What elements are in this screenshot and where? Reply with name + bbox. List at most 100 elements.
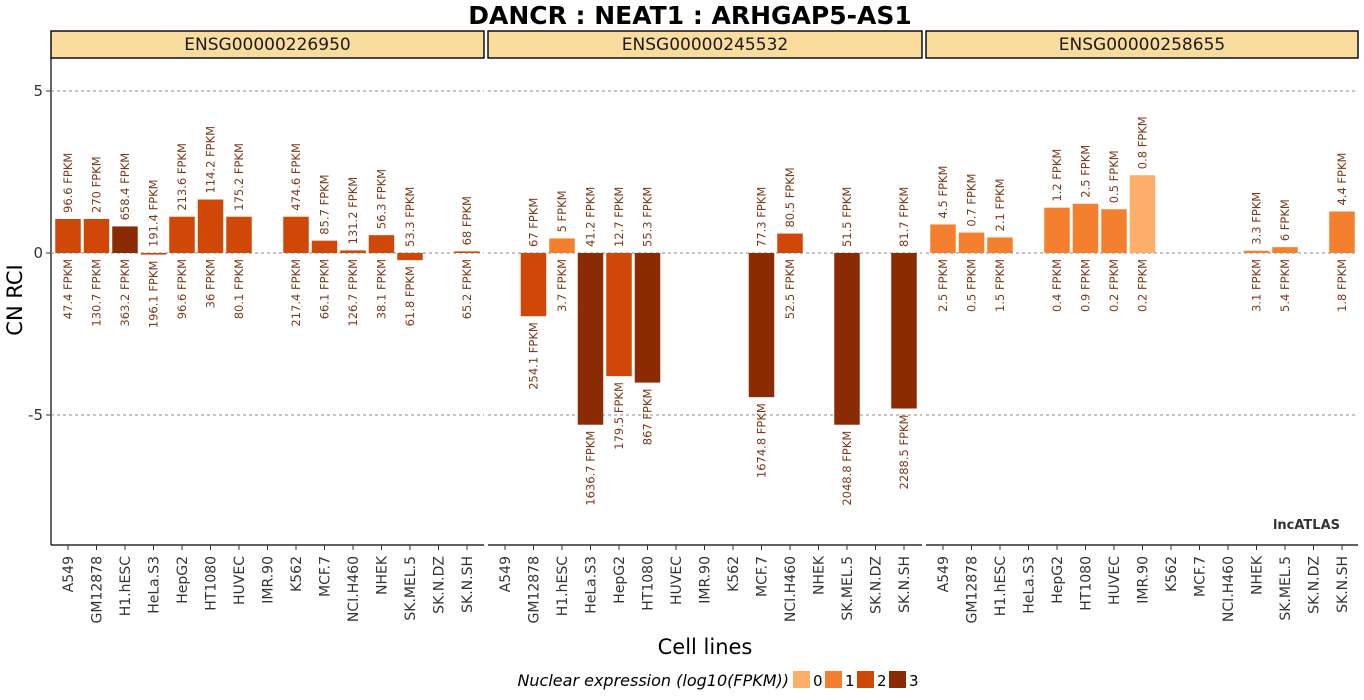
x-tick-label: HeLa.S3	[584, 556, 600, 614]
bar-label-nuclear: 658.4 FPKM	[118, 153, 132, 221]
bar-label-nuclear: 474.6 FPKM	[289, 143, 303, 211]
bar-label-cytoplasmic: 126.7 FPKM	[346, 259, 360, 327]
bar	[987, 237, 1013, 253]
x-tick-label: IMR.90	[1136, 556, 1152, 604]
x-tick-label: NCI.H460	[783, 556, 799, 622]
bar-label-nuclear: 80.5 FPKM	[783, 167, 797, 227]
x-tick-label: A549	[498, 556, 514, 592]
x-tick-label: NCI.H460	[346, 556, 362, 622]
y-axis-title: CN RCI	[3, 264, 27, 335]
bar	[112, 226, 138, 253]
panels: 5 0 -5 ENSG00000226950 A549 96.6 FPKM 47.4 FPK…	[28, 30, 1359, 623]
bar-label-cytoplasmic: 196.1 FPKM	[147, 261, 161, 329]
watermark: lncATLAS	[1273, 518, 1340, 533]
x-tick-label: MCF.7	[755, 556, 771, 597]
bar	[140, 253, 167, 255]
bar	[1072, 203, 1099, 253]
facet-strip	[50, 30, 485, 59]
bar	[549, 238, 575, 253]
bar-label-cytoplasmic: 3.7 FPKM	[555, 259, 569, 312]
x-tick-label: SK.N.SH	[897, 556, 913, 613]
x-tick-label: K562	[1164, 556, 1180, 592]
bar-label-cytoplasmic: 96.6 FPKM	[175, 259, 189, 319]
x-tick-label: NHEK	[812, 555, 828, 595]
chart-title: DANCR : NEAT1 : ARHGAP5-AS1	[468, 1, 912, 30]
bar	[577, 253, 604, 425]
bar-label-cytoplasmic: 3.1 FPKM	[1250, 259, 1264, 312]
bar-label-cytoplasmic: 80.1 FPKM	[232, 259, 246, 319]
bar	[169, 216, 195, 253]
legend-title: Nuclear expression (log10(FPKM))	[517, 671, 789, 690]
x-tick-label: IMR.90	[698, 556, 714, 604]
bar	[1129, 175, 1156, 253]
bar-label-nuclear: 2.1 FPKM	[993, 178, 1007, 231]
bar	[1272, 247, 1298, 253]
bar	[197, 199, 224, 253]
legend-swatch	[889, 671, 906, 688]
x-tick-label: A549	[936, 556, 952, 592]
x-tick-label: HeLa.S3	[147, 556, 163, 614]
x-tick-label: HepG2	[175, 556, 191, 604]
x-tick-label: IMR.90	[261, 556, 277, 604]
legend-label: 2	[877, 672, 887, 690]
bar-label-nuclear: 6 FPKM	[1278, 199, 1292, 241]
x-tick-label: GM12878	[527, 556, 543, 623]
x-tick-label: HT1080	[641, 556, 657, 611]
bar-label-cytoplasmic: 363.2 FPKM	[118, 259, 132, 327]
bar-label-nuclear: 77.3 FPKM	[755, 187, 769, 247]
bar	[1044, 207, 1070, 253]
bar-label-cytoplasmic: 2048.8 FPKM	[840, 431, 854, 506]
x-tick-label: K562	[726, 556, 742, 592]
facet-strip	[487, 30, 923, 59]
facet-strip	[925, 30, 1359, 59]
bar	[368, 235, 395, 253]
x-tick-label: H1.hESC	[555, 556, 571, 616]
bar-label-nuclear: 1.2 FPKM	[1050, 149, 1064, 202]
bar-label-cytoplasmic: 217.4 FPKM	[289, 259, 303, 327]
bar-label-cytoplasmic: 867 FPKM	[641, 389, 655, 446]
bar-label-cytoplasmic: 0.2 FPKM	[1107, 259, 1121, 312]
panel-ENSG00000258655: ENSG00000258655 A549 4.5 FPKM 2.5 FPKM GM128…	[925, 30, 1359, 623]
x-tick-label: NHEK	[1250, 555, 1266, 595]
legend: Nuclear expression (log10(FPKM)) 0 1 2 3	[517, 671, 919, 690]
bar-label-cytoplasmic: 0.9 FPKM	[1079, 259, 1093, 312]
bar-label-cytoplasmic: 2288.5 FPKM	[897, 415, 911, 490]
x-tick-label: NHEK	[375, 555, 391, 595]
x-tick-label: SK.MEL.5	[403, 556, 419, 621]
legend-swatch	[793, 671, 810, 688]
bar-label-cytoplasmic: 1674.8 FPKM	[755, 403, 769, 478]
x-tick-label: HepG2	[612, 556, 628, 604]
bar-label-cytoplasmic: 61.8 FPKM	[403, 266, 417, 326]
bar-label-nuclear: 55.3 FPKM	[641, 187, 655, 247]
bar-label-cytoplasmic: 179.5 FPKM	[612, 382, 626, 450]
bar-label-cytoplasmic: 38.1 FPKM	[375, 259, 389, 319]
x-tick-label: MCF.7	[318, 556, 334, 597]
bar-label-nuclear: 2.5 FPKM	[1079, 145, 1093, 198]
legend-swatch	[825, 671, 842, 688]
x-tick-label: MCF.7	[1193, 556, 1209, 597]
bar-label-nuclear: 5 FPKM	[555, 190, 569, 232]
bar-label-nuclear: 96.6 FPKM	[61, 153, 75, 213]
bar-label-nuclear: 68 FPKM	[460, 196, 474, 245]
bar	[891, 253, 917, 409]
facet-strip-label: ENSG00000226950	[184, 35, 350, 55]
bar-label-nuclear: 191.4 FPKM	[147, 179, 161, 247]
bar	[397, 253, 423, 261]
x-tick-label: SK.N.DZ	[1307, 556, 1323, 614]
y-tick-label: 0	[33, 244, 43, 262]
bar-label-cytoplasmic: 1636.7 FPKM	[584, 431, 598, 506]
bar-label-nuclear: 131.2 FPKM	[346, 177, 360, 245]
y-tick-label: -5	[28, 406, 43, 424]
bar	[777, 233, 803, 253]
bar	[930, 224, 956, 253]
bar-label-cytoplasmic: 0.4 FPKM	[1050, 259, 1064, 312]
bar	[55, 218, 81, 253]
x-tick-label: SK.N.DZ	[869, 556, 885, 614]
bar-label-nuclear: 53.3 FPKM	[403, 187, 417, 247]
bar-label-cytoplasmic: 130.7 FPKM	[90, 259, 104, 327]
bar-label-cytoplasmic: 52.5 FPKM	[783, 259, 797, 319]
x-tick-label: H1.hESC	[993, 556, 1009, 616]
x-tick-label: HUVEC	[1107, 556, 1123, 605]
legend-swatch	[857, 671, 874, 688]
